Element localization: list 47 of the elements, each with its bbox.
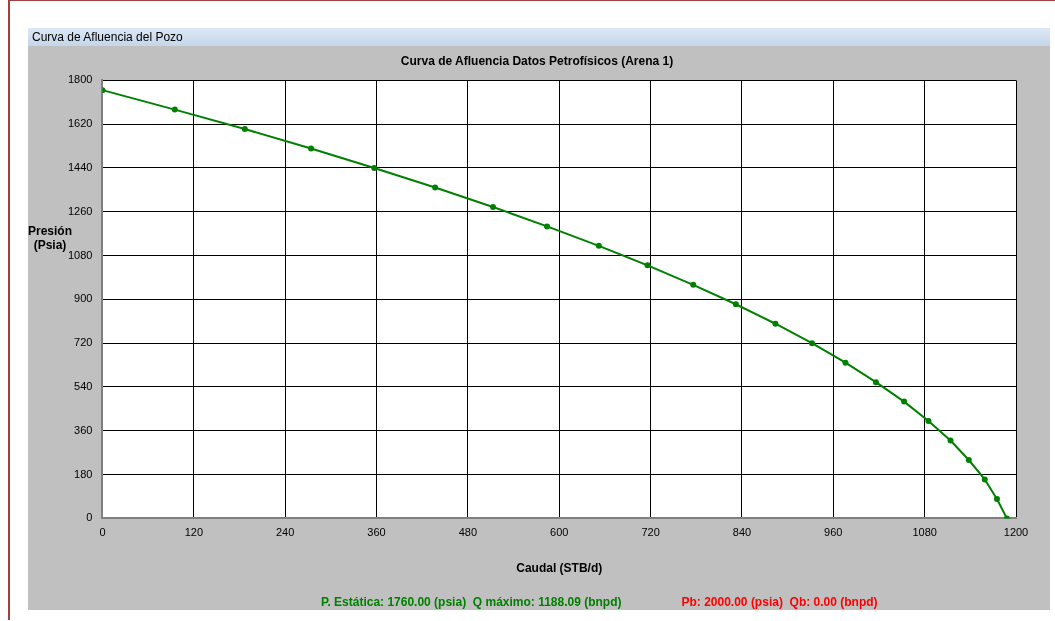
chart-subtitle: Curva de Afluencia del Pozo [28,28,1050,46]
point [965,457,972,463]
point [925,418,932,425]
point [171,106,178,113]
point [371,165,378,171]
x-tick-label: 0 [99,526,106,539]
point [981,476,988,483]
x-tick-label: 1200 [1003,526,1029,539]
x-tick-label: 600 [550,526,569,539]
x-tick-label: 480 [458,526,478,539]
x-tick-label: 720 [641,526,660,539]
y-tick-label: 720 [74,336,93,349]
x-axis-title: Caudal (STB/d) [516,561,603,576]
chart-title: Curva de Afluencia Datos Petrofísicos (Arena 1) [400,53,674,68]
x-tick-label: 1080 [912,526,937,539]
point [947,437,954,444]
x-tick-label: 360 [367,526,386,539]
point [595,242,602,249]
point [732,301,739,308]
y-tick-label: 1620 [67,117,93,130]
y-tick-label: 360 [74,423,93,436]
point [901,398,908,405]
y-tick-label: 540 [74,380,93,393]
point [644,262,651,269]
point [308,145,315,152]
y-tick-label: 1260 [67,204,93,217]
y-tick-label: 0 [86,511,93,524]
point [690,281,697,288]
x-tick-label: 240 [276,526,295,539]
point [808,340,815,347]
point [544,223,551,230]
x-tick-label: 840 [732,526,752,539]
y-tick-label: 900 [74,292,93,305]
x-tick-label: 120 [184,526,203,539]
y-tick-label: 1800 [67,73,93,86]
point [490,203,496,210]
point [241,126,248,133]
point [993,495,1000,502]
x-tick-label: 960 [824,526,843,539]
point [872,379,879,386]
point [432,184,439,191]
text: P. Estática: 1760.00 (psia) Q máximo: 1188.09 (bnpd) [320,595,622,610]
text: Pb: 2000.00 (psia) Qb: 0.00 (bnpd) [681,595,878,610]
point [842,359,849,366]
y-tick-label: 180 [74,467,93,480]
y-tick-label: 1440 [67,161,93,174]
point [772,320,779,327]
